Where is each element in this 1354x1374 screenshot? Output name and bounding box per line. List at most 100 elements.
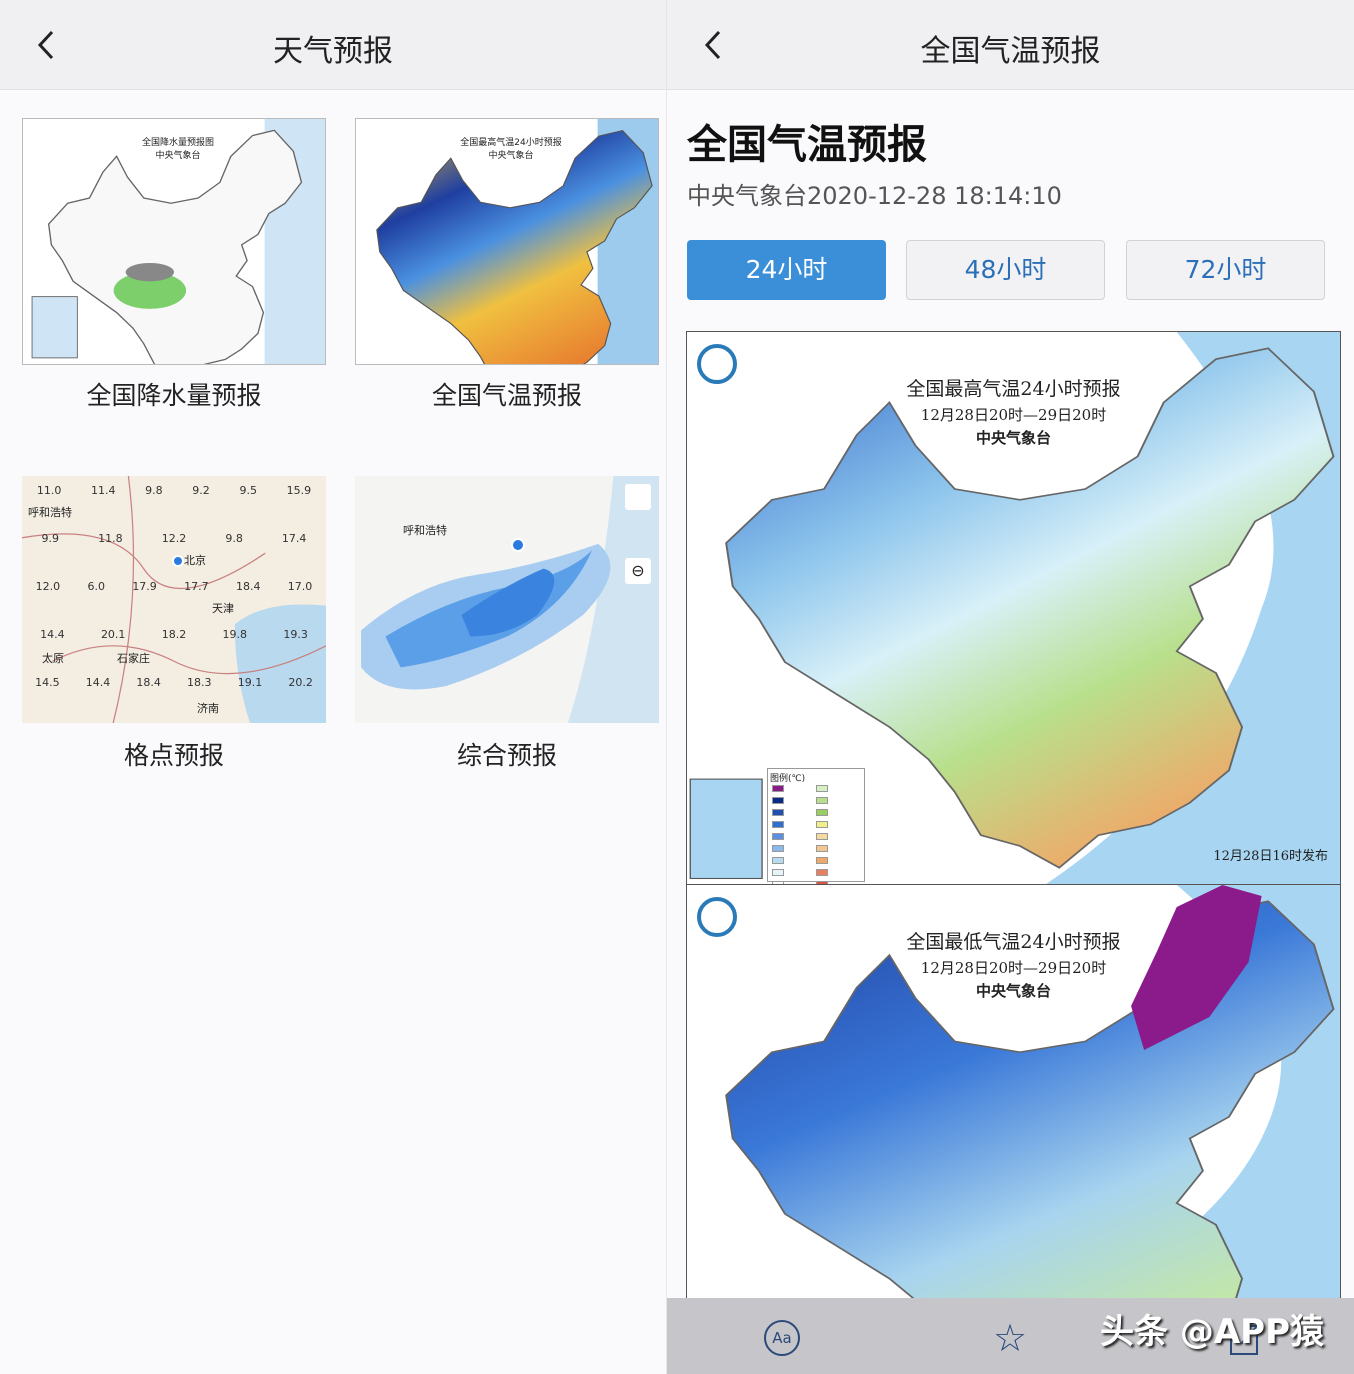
article-subtitle: 中央气象台2020-12-28 18:14:10 xyxy=(687,182,1062,210)
min-temperature-map: 全国最低气温24小时预报 12月28日20时—29日20时 中央气象台 xyxy=(686,884,1341,1304)
grid-value: 18.4 xyxy=(136,676,161,689)
map-title: 全国最高气温24小时预报 xyxy=(906,378,1121,400)
grid-value: 9.9 xyxy=(41,532,60,545)
legend-swatch xyxy=(816,821,828,828)
grid-value: 11.4 xyxy=(90,484,116,497)
card-label-temperature[interactable]: 全国气温预报 xyxy=(431,381,582,410)
chevron-left-icon[interactable] xyxy=(697,28,731,62)
grid-value: 15.9 xyxy=(286,484,312,497)
precipitation-forecast-card[interactable]: 全国降水量预报图 中央气象台 xyxy=(22,118,326,365)
city-label: 太原 xyxy=(42,652,64,665)
legend-swatch xyxy=(816,881,828,884)
grid-value: 19.1 xyxy=(237,676,263,689)
chevron-left-icon[interactable] xyxy=(30,28,64,62)
composite-forecast-card[interactable]: 呼和浩特 ⊖ xyxy=(355,476,659,723)
grid-value: 14.4 xyxy=(40,628,65,641)
page-title: 天气预报 xyxy=(273,34,393,69)
legend-swatch xyxy=(816,809,828,816)
issued-time: 12月28日16时发布 xyxy=(1213,849,1328,864)
grid-row: 9.9 11.8 12.2 9.8 17.4 xyxy=(22,532,326,546)
cma-logo-icon xyxy=(697,897,737,937)
grid-row: 11.0 11.4 9.8 9.2 9.5 15.9 xyxy=(22,484,326,498)
grid-row: 14.5 14.4 18.4 18.3 19.1 20.2 xyxy=(22,676,326,690)
tab-72h[interactable]: 72小时 xyxy=(1126,240,1325,300)
temperature-forecast-card[interactable]: 全国最高气温24小时预报 中央气象台 xyxy=(355,118,659,365)
city-label: 石家庄 xyxy=(117,652,150,665)
grid-value: 17.7 xyxy=(184,580,209,593)
cma-logo-icon xyxy=(697,344,737,384)
legend-swatch xyxy=(772,869,784,876)
max-temperature-map: 全国最高气温24小时预报 12月28日20时—29日20时 中央气象台 图例(℃… xyxy=(686,331,1341,885)
weather-forecast-screen: 天气预报 全国降水量预报图 中央气象台 全国降水量预报 全国最高气温24小时预报… xyxy=(0,0,666,1374)
legend-swatch xyxy=(772,785,784,792)
grid-value: 20.2 xyxy=(288,676,313,689)
grid-value: 18.2 xyxy=(161,628,187,641)
map-org: 中央气象台 xyxy=(975,982,1051,1000)
grid-value: 6.0 xyxy=(87,580,105,593)
grid-value: 9.2 xyxy=(192,484,210,497)
legend-swatch xyxy=(772,797,784,804)
legend-swatch xyxy=(772,881,784,884)
grid-value: 17.9 xyxy=(132,580,157,593)
grid-row: 14.4 20.1 18.2 19.8 19.3 xyxy=(22,628,326,642)
grid-value: 14.4 xyxy=(85,676,111,689)
grid-value: 9.8 xyxy=(225,532,243,545)
legend-swatch xyxy=(772,809,784,816)
tab-24h[interactable]: 24小时 xyxy=(687,240,886,300)
zoom-out-button[interactable]: ⊖ xyxy=(625,558,651,584)
city-label: 呼和浩特 xyxy=(28,506,72,519)
grid-value: 11.8 xyxy=(98,532,123,545)
card-label-composite[interactable]: 综合预报 xyxy=(456,741,557,770)
grid-value: 9.5 xyxy=(239,484,257,497)
city-label: 天津 xyxy=(212,602,234,615)
map-period: 12月28日20时—29日20时 xyxy=(920,406,1107,424)
legend-swatch xyxy=(816,869,828,876)
bottom-toolbar: Aa ☆ xyxy=(667,1298,1354,1374)
map-title: 全国最低气温24小时预报 xyxy=(906,931,1121,953)
legend-swatch xyxy=(816,833,828,840)
city-label: 济南 xyxy=(197,702,219,715)
grid-value: 19.3 xyxy=(283,628,308,641)
layers-button[interactable] xyxy=(625,484,651,510)
page-title: 全国气温预报 xyxy=(920,34,1101,69)
grid-value: 19.8 xyxy=(222,628,248,641)
thumb-title: 全国降水量预报图 xyxy=(141,138,214,148)
grid-value: 12.0 xyxy=(35,580,61,593)
legend-swatch xyxy=(816,857,828,864)
grid-value: 17.0 xyxy=(287,580,313,593)
legend-swatch xyxy=(772,857,784,864)
legend-swatch xyxy=(816,785,828,792)
share-icon[interactable] xyxy=(1227,1322,1261,1356)
map-org: 中央气象台 xyxy=(975,429,1051,447)
grid-value: 14.5 xyxy=(35,676,60,689)
grid-value: 18.3 xyxy=(187,676,212,689)
temperature-forecast-screen: 全国气温预报 全国气温预报 中央气象台2020-12-28 18:14:10 2… xyxy=(666,0,1354,1374)
map-period: 12月28日20时—29日20时 xyxy=(920,959,1107,977)
grid-value: 9.8 xyxy=(145,484,163,497)
map-legend: 图例(℃) xyxy=(767,768,865,884)
thumb-org: 中央气象台 xyxy=(488,151,534,161)
thumb-title: 全国最高气温24小时预报 xyxy=(460,138,562,148)
legend-swatch xyxy=(816,845,828,852)
grid-forecast-card[interactable]: 11.0 11.4 9.8 9.2 9.5 15.9 9.9 11.8 12.2 9.8 17.4… xyxy=(22,476,326,723)
grid-row: 12.0 6.0 17.9 17.7 18.4 17.0 xyxy=(22,580,326,594)
grid-value: 18.4 xyxy=(235,580,261,593)
header-bar: 天气预报 xyxy=(0,0,666,90)
thumb-org: 中央气象台 xyxy=(155,151,201,161)
card-label-grid[interactable]: 格点预报 xyxy=(123,741,224,770)
grid-value: 12.2 xyxy=(161,532,187,545)
city-label: 北京 xyxy=(184,554,206,567)
card-label-precipitation[interactable]: 全国降水量预报 xyxy=(86,381,262,410)
legend-swatch xyxy=(772,821,784,828)
font-size-button[interactable]: Aa xyxy=(764,1320,800,1356)
city-label: 呼和浩特 xyxy=(403,524,447,537)
legend-swatch xyxy=(816,797,828,804)
article-title: 全国气温预报 xyxy=(687,122,927,168)
header-bar: 全国气温预报 xyxy=(667,0,1354,90)
location-dot-icon xyxy=(172,555,184,567)
legend-swatch xyxy=(772,845,784,852)
location-dot-icon xyxy=(511,538,525,552)
tab-48h[interactable]: 48小时 xyxy=(906,240,1105,300)
star-icon[interactable]: ☆ xyxy=(993,1316,1028,1360)
legend-title: 图例(℃) xyxy=(770,774,806,784)
